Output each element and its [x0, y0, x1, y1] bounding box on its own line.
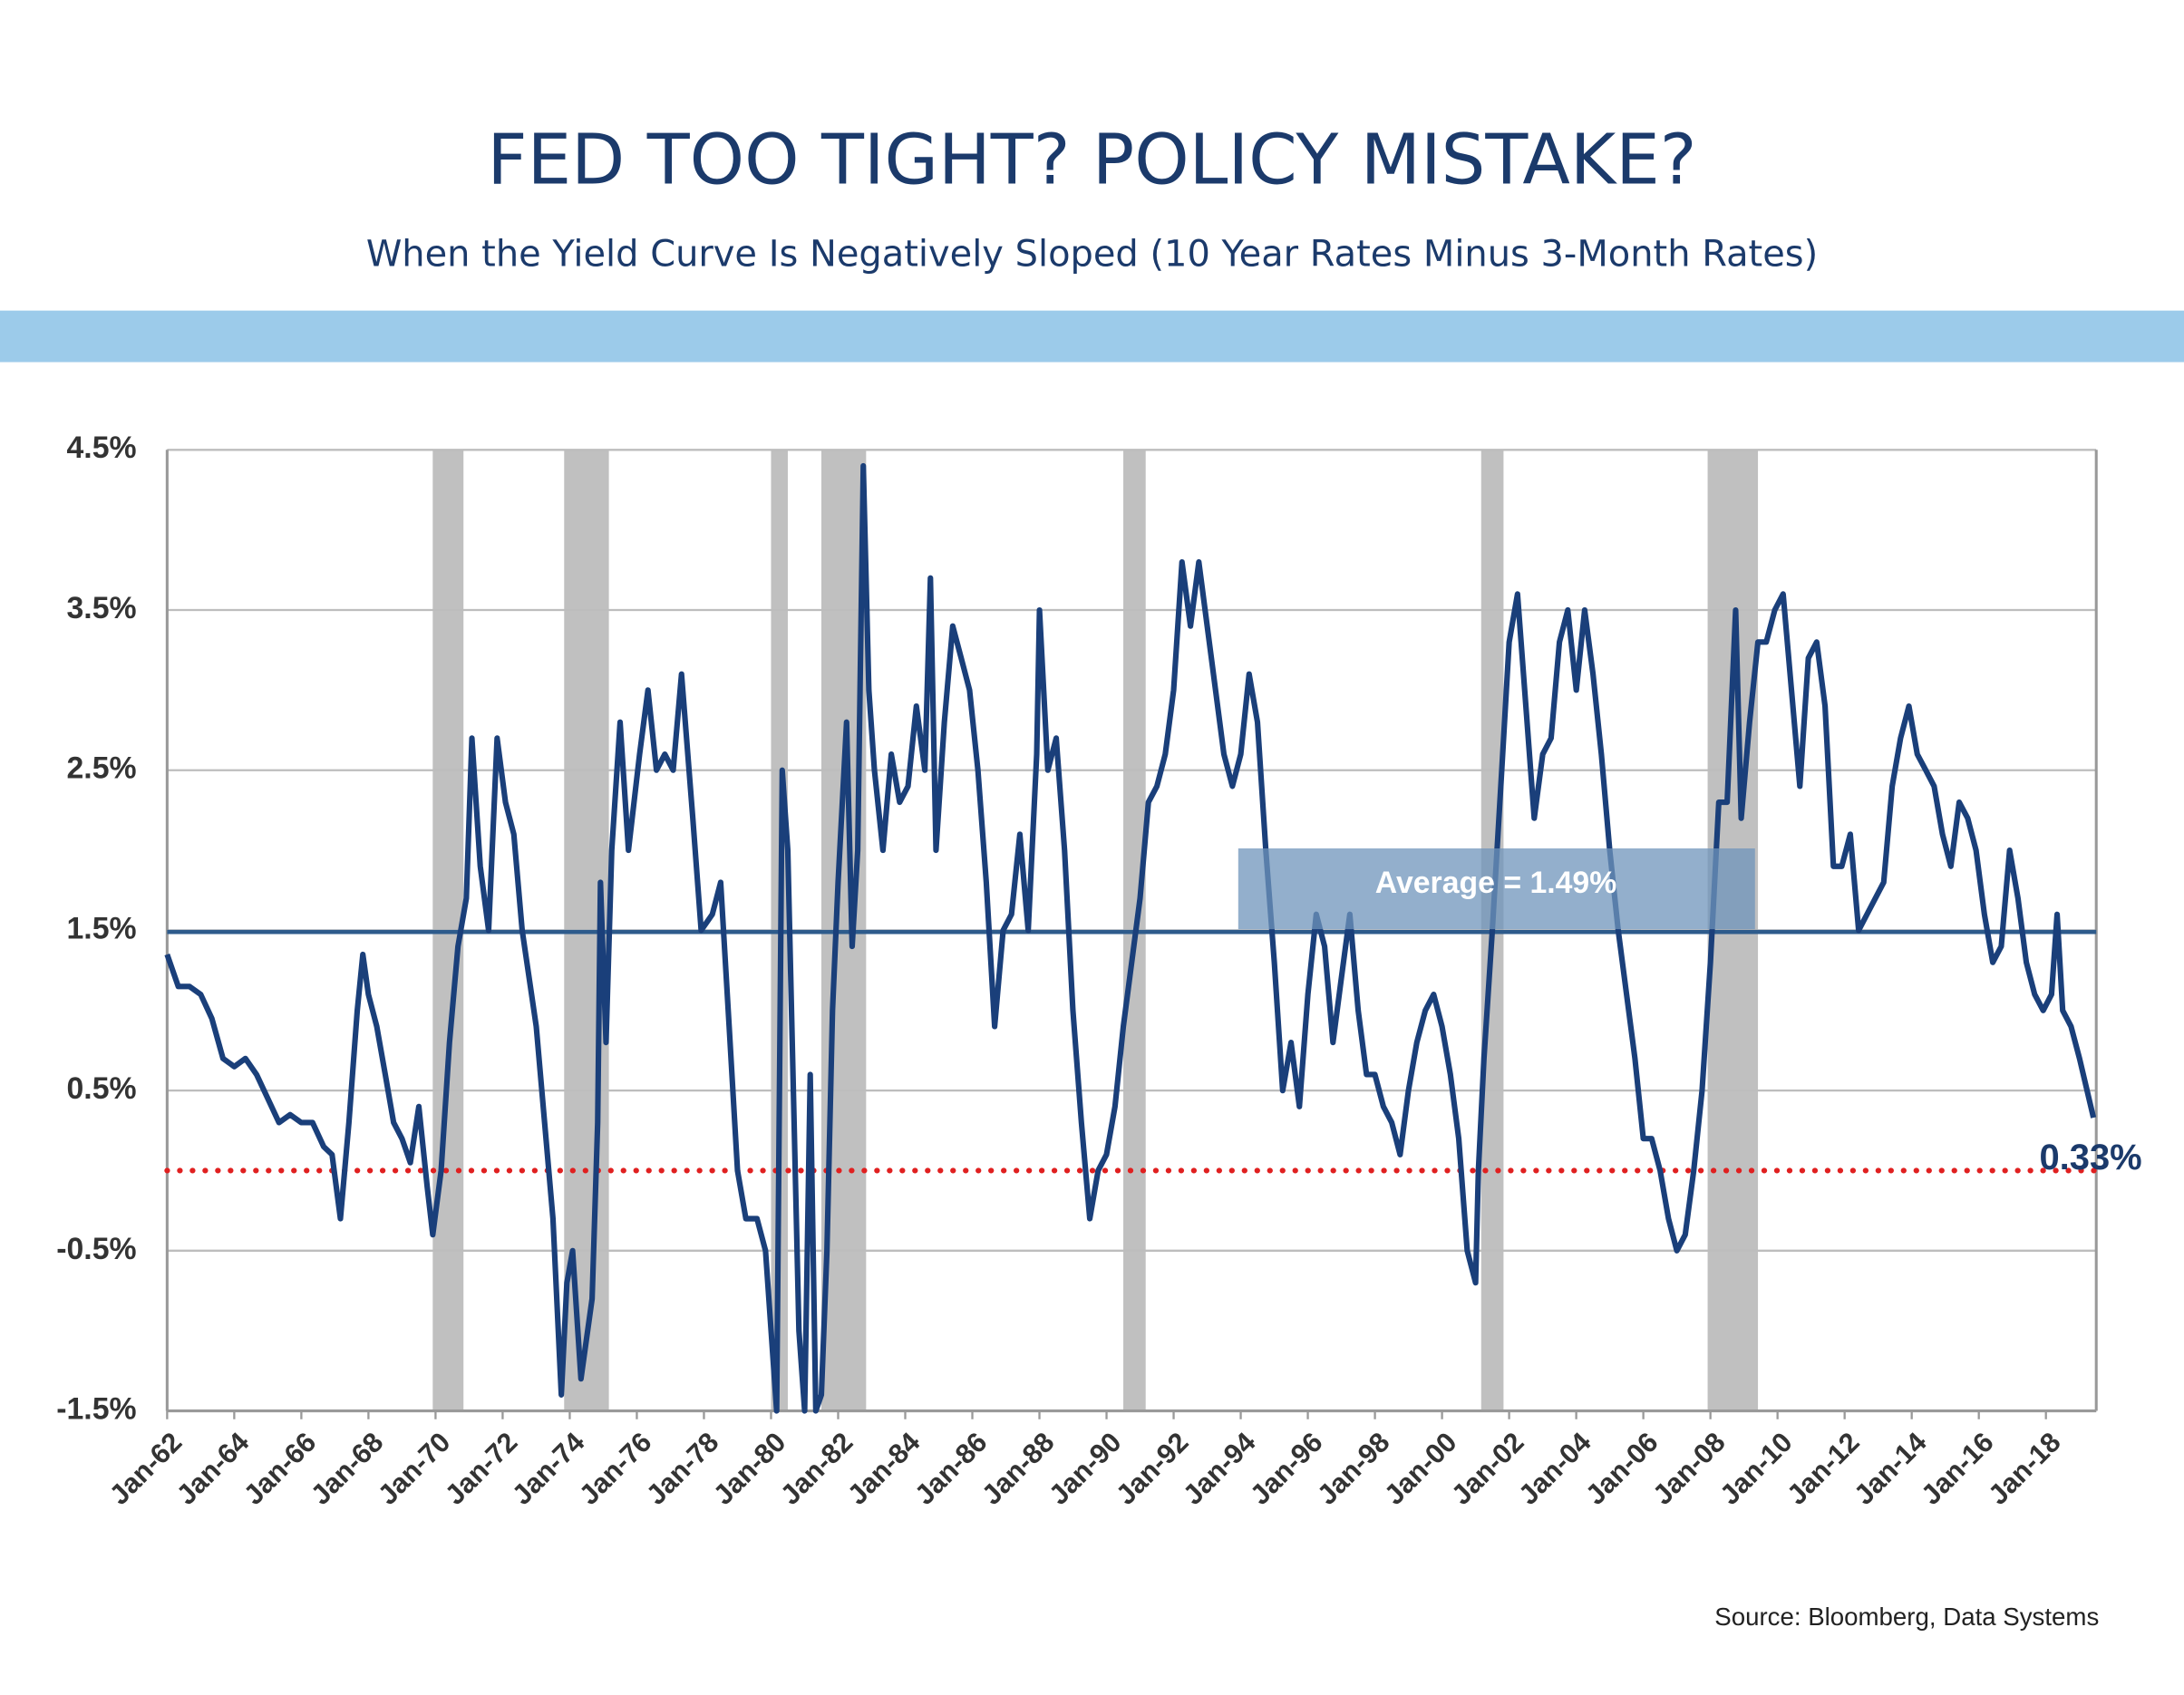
y-tick-label: -0.5%: [56, 1232, 136, 1266]
x-tick-label: Jan-94: [1177, 1426, 1262, 1511]
y-tick-label: 1.5%: [67, 911, 137, 945]
chart-subtitle: When the Yield Curve Is Negatively Slope…: [366, 234, 1818, 276]
y-tick-label: 3.5%: [67, 591, 137, 625]
y-tick-label: 4.5%: [67, 431, 137, 465]
x-tick-label: Jan-82: [774, 1426, 859, 1511]
chart-title: FED TOO TIGHT? POLICY MISTAKE?: [487, 120, 1696, 200]
x-tick-label: Jan-88: [976, 1426, 1061, 1511]
data-line: [164, 462, 2097, 1414]
annotation-box: [1238, 848, 1755, 930]
x-tick-label: Jan-98: [1311, 1426, 1396, 1511]
x-tick-label: Jan-08: [1646, 1426, 1732, 1511]
x-tick-label: Jan-86: [908, 1426, 994, 1511]
x-tick-label: Jan-12: [1781, 1426, 1866, 1511]
x-tick-label: Jan-00: [1378, 1426, 1463, 1511]
x-tick-label: Jan-72: [439, 1426, 524, 1511]
x-tick-label: Jan-14: [1848, 1426, 1933, 1511]
x-tick-label: Jan-84: [841, 1426, 927, 1511]
x-tick-label: Jan-90: [1043, 1426, 1128, 1511]
x-tick-label: Jan-80: [707, 1426, 792, 1511]
x-tick-label: Jan-64: [170, 1426, 256, 1511]
x-tick-label: Jan-18: [1982, 1426, 2067, 1511]
header-band: [0, 310, 2184, 363]
source: Source: Bloomberg, Data Systems: [1714, 1603, 2099, 1631]
x-tick-label: Jan-10: [1713, 1426, 1799, 1511]
x-tick-label: Jan-16: [1915, 1426, 2000, 1511]
x-tick-label: Jan-70: [372, 1426, 457, 1511]
x-tick-label: Jan-04: [1512, 1426, 1597, 1511]
x-tick-label: Jan-78: [640, 1426, 725, 1511]
annotation: Average = 1.49%: [1375, 866, 1616, 900]
x-tick-label: Jan-68: [305, 1426, 390, 1511]
x-tick-label: Jan-62: [103, 1426, 189, 1511]
y-tick-label: 0.5%: [67, 1071, 137, 1106]
x-tick-label: Jan-74: [506, 1426, 591, 1511]
end-value-label: 0.33%: [2039, 1138, 2141, 1177]
x-tick-label: Jan-92: [1110, 1426, 1195, 1511]
x-tick-label: Jan-02: [1445, 1426, 1530, 1511]
x-tick-label: Jan-66: [238, 1426, 323, 1511]
x-tick-label: Jan-76: [573, 1426, 658, 1511]
y-tick-label: 2.5%: [67, 751, 137, 786]
y-tick-label: -1.5%: [56, 1391, 136, 1426]
x-tick-label: Jan-96: [1244, 1426, 1329, 1511]
x-tick-label: Jan-06: [1579, 1426, 1665, 1511]
